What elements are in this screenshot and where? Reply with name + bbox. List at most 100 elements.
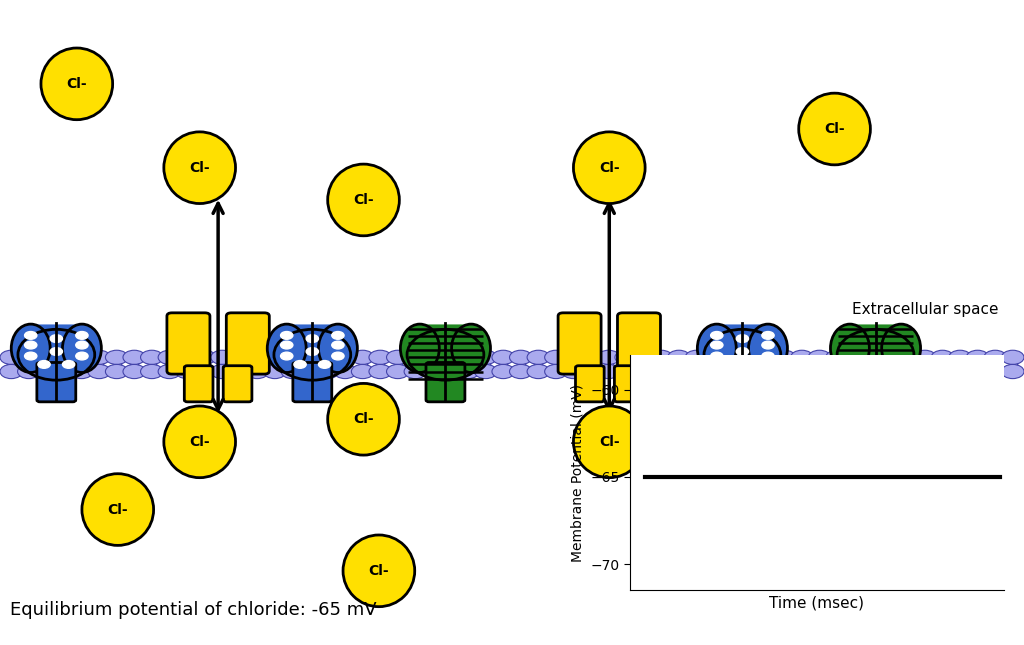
Circle shape (825, 364, 848, 379)
Circle shape (702, 364, 725, 379)
Circle shape (931, 364, 953, 379)
Circle shape (332, 341, 344, 349)
Circle shape (510, 350, 532, 364)
Circle shape (562, 364, 585, 379)
Circle shape (50, 335, 62, 342)
Circle shape (194, 364, 216, 379)
Ellipse shape (267, 324, 306, 373)
Circle shape (282, 364, 304, 379)
FancyBboxPatch shape (167, 313, 210, 374)
Ellipse shape (41, 48, 113, 120)
Circle shape (332, 352, 344, 360)
Circle shape (650, 350, 673, 364)
Ellipse shape (82, 473, 154, 546)
Ellipse shape (452, 324, 490, 373)
Circle shape (294, 361, 306, 368)
FancyBboxPatch shape (575, 366, 604, 402)
Ellipse shape (318, 324, 357, 373)
FancyBboxPatch shape (558, 313, 601, 374)
Circle shape (88, 350, 111, 364)
Circle shape (861, 350, 884, 364)
Circle shape (749, 361, 761, 368)
Circle shape (25, 341, 37, 349)
Circle shape (457, 364, 479, 379)
Circle shape (702, 350, 725, 364)
Circle shape (844, 364, 866, 379)
Circle shape (791, 364, 813, 379)
Circle shape (246, 350, 268, 364)
Circle shape (949, 364, 972, 379)
Ellipse shape (882, 324, 921, 373)
Circle shape (967, 364, 989, 379)
Circle shape (282, 350, 304, 364)
Circle shape (76, 332, 88, 339)
Circle shape (228, 364, 251, 379)
Circle shape (404, 350, 427, 364)
Circle shape (281, 352, 293, 360)
Circle shape (633, 350, 655, 364)
Circle shape (949, 350, 972, 364)
Circle shape (668, 350, 690, 364)
Circle shape (0, 350, 23, 364)
Circle shape (299, 364, 322, 379)
Circle shape (879, 350, 901, 364)
Circle shape (736, 348, 749, 355)
FancyBboxPatch shape (723, 362, 762, 402)
Ellipse shape (11, 324, 50, 373)
Circle shape (724, 361, 736, 368)
Circle shape (650, 364, 673, 379)
Circle shape (762, 341, 774, 349)
Circle shape (62, 361, 75, 368)
Ellipse shape (343, 535, 415, 607)
Circle shape (194, 350, 216, 364)
Circle shape (580, 364, 602, 379)
Circle shape (105, 364, 128, 379)
FancyBboxPatch shape (617, 313, 660, 374)
Circle shape (580, 350, 602, 364)
Circle shape (25, 332, 37, 339)
Circle shape (299, 350, 322, 364)
Circle shape (896, 364, 919, 379)
FancyBboxPatch shape (614, 366, 643, 402)
Circle shape (0, 364, 23, 379)
Circle shape (50, 348, 62, 355)
Circle shape (228, 350, 251, 364)
Ellipse shape (799, 93, 870, 165)
Circle shape (773, 350, 796, 364)
Circle shape (306, 348, 318, 355)
FancyBboxPatch shape (426, 362, 465, 402)
Circle shape (597, 364, 620, 379)
Circle shape (140, 364, 163, 379)
Circle shape (332, 332, 344, 339)
FancyBboxPatch shape (184, 366, 213, 402)
Text: Cl-: Cl- (108, 502, 128, 517)
Circle shape (720, 364, 742, 379)
Text: Cl-: Cl- (824, 122, 845, 136)
Ellipse shape (328, 383, 399, 455)
Circle shape (562, 350, 585, 364)
Ellipse shape (164, 132, 236, 204)
Circle shape (369, 350, 391, 364)
Circle shape (76, 341, 88, 349)
Circle shape (158, 350, 180, 364)
Circle shape (825, 350, 848, 364)
Circle shape (545, 350, 567, 364)
Circle shape (896, 350, 919, 364)
Ellipse shape (164, 406, 236, 478)
FancyBboxPatch shape (713, 324, 772, 371)
Text: Cl-: Cl- (189, 435, 210, 449)
Circle shape (791, 350, 813, 364)
FancyBboxPatch shape (293, 362, 332, 402)
FancyBboxPatch shape (856, 362, 895, 402)
Circle shape (316, 350, 339, 364)
Circle shape (931, 350, 953, 364)
FancyBboxPatch shape (223, 366, 252, 402)
Circle shape (762, 332, 774, 339)
Circle shape (263, 364, 286, 379)
Circle shape (246, 364, 268, 379)
Circle shape (633, 364, 655, 379)
FancyBboxPatch shape (226, 313, 269, 374)
Circle shape (17, 364, 40, 379)
Circle shape (736, 335, 749, 342)
Circle shape (808, 364, 830, 379)
